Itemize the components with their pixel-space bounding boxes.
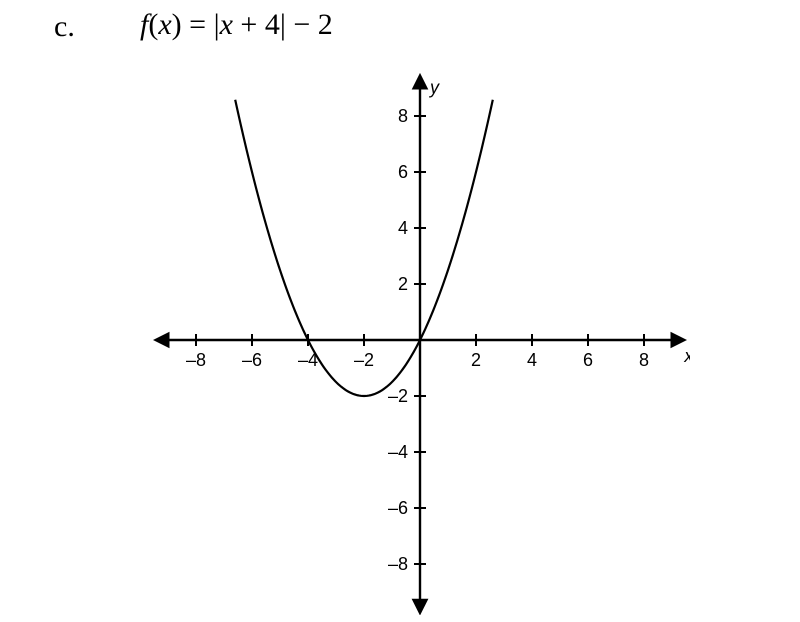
y-tick-label: 4 xyxy=(398,218,408,238)
x-tick-label: 8 xyxy=(639,350,649,370)
y-tick-label: –4 xyxy=(388,442,408,462)
problem-letter: c. xyxy=(54,10,75,44)
function-graph: –8–6–4–22468–8–6–4–22468xy xyxy=(130,40,690,615)
y-tick-label: 6 xyxy=(398,162,408,182)
x-tick-label: –6 xyxy=(242,350,262,370)
y-tick-label: 8 xyxy=(398,106,408,126)
y-tick-label: –2 xyxy=(388,386,408,406)
y-tick-label: –6 xyxy=(388,498,408,518)
equation-label: f(x) = |x + 4| − 2 xyxy=(140,8,333,42)
y-axis-label: y xyxy=(428,78,440,98)
y-tick-label: 2 xyxy=(398,274,408,294)
x-tick-label: –8 xyxy=(186,350,206,370)
x-axis-label: x xyxy=(683,346,690,366)
x-tick-label: 6 xyxy=(583,350,593,370)
x-tick-label: –2 xyxy=(354,350,374,370)
x-tick-label: 4 xyxy=(527,350,537,370)
y-tick-label: –8 xyxy=(388,554,408,574)
x-tick-label: 2 xyxy=(471,350,481,370)
